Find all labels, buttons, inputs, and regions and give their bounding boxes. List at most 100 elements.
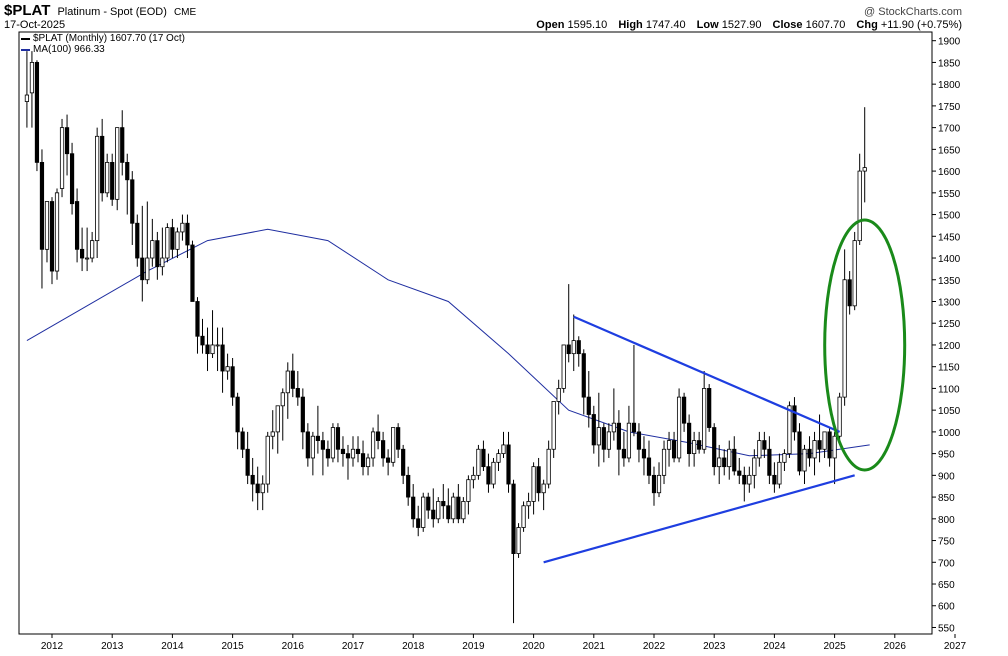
close-value: 1607.70	[805, 19, 846, 31]
candle-up	[350, 448, 356, 459]
candle-up	[365, 457, 371, 468]
candle-down	[591, 414, 596, 446]
candle-up	[466, 479, 471, 502]
candle-up	[471, 474, 476, 481]
candle-down	[687, 422, 692, 455]
candle-down	[566, 344, 571, 355]
candle-up	[857, 170, 862, 242]
candle-down	[345, 453, 351, 459]
candle-up	[747, 474, 752, 485]
candle-down	[401, 448, 406, 476]
candle-down	[305, 431, 310, 459]
candle-down	[646, 457, 652, 476]
candle-up	[95, 135, 100, 242]
candle-down	[185, 222, 190, 246]
candle-up	[596, 427, 601, 446]
x-tick-label: 2012	[41, 641, 64, 652]
candle-down	[380, 440, 386, 459]
candle-up	[260, 483, 265, 494]
candle-up	[115, 127, 120, 200]
y-tick-label: 1200	[938, 341, 961, 352]
candle-down	[767, 448, 772, 476]
candle-down	[792, 405, 797, 433]
candle-down	[536, 466, 541, 494]
candle-up	[717, 457, 722, 468]
candle-up	[476, 448, 481, 476]
candle-down	[737, 470, 742, 476]
highlight-ellipse	[823, 218, 907, 472]
change-label: Chg	[856, 19, 878, 31]
candle-up	[757, 440, 762, 459]
legend-label-ma: MA(100) 966.33	[33, 44, 105, 55]
y-tick-label: 1050	[938, 406, 961, 417]
legend-swatch-price	[21, 37, 30, 40]
candle-down	[315, 435, 320, 441]
y-tick-label: 1300	[938, 297, 961, 308]
candle-up	[165, 227, 170, 259]
open-label: Open	[536, 19, 565, 31]
candle-down	[69, 153, 75, 205]
candle-down	[295, 388, 300, 398]
candle-down	[847, 279, 852, 307]
candle-down	[255, 483, 260, 494]
symbol-label: $PLAT	[4, 2, 51, 19]
x-tick-label: 2020	[522, 641, 545, 652]
candle-up	[571, 340, 576, 355]
candle-down	[431, 509, 436, 520]
candle-down	[325, 448, 331, 459]
candle-down	[34, 62, 40, 163]
y-tick-label: 1350	[938, 276, 961, 287]
y-tick-label: 1850	[938, 58, 961, 69]
candle-down	[320, 440, 326, 450]
candle-up	[451, 496, 456, 520]
candle-down	[722, 457, 727, 468]
trendline	[573, 315, 841, 433]
candle-up	[150, 240, 155, 259]
low-value: 1527.90	[721, 19, 762, 31]
y-tick-label: 1500	[938, 211, 961, 222]
candle-up	[526, 501, 531, 507]
candle-down	[511, 483, 516, 554]
y-tick-label: 1400	[938, 254, 961, 265]
y-tick-label: 1800	[938, 80, 961, 91]
candle-up	[461, 501, 466, 520]
candle-up	[812, 440, 817, 459]
candle-up	[421, 496, 426, 528]
candle-down	[205, 344, 210, 355]
candle-up	[105, 161, 110, 194]
candle-down	[125, 161, 130, 181]
candle-down	[100, 135, 105, 194]
candle-down	[396, 427, 401, 450]
candle-down	[576, 340, 581, 355]
candle-down	[817, 440, 822, 450]
candle-down	[631, 422, 637, 433]
candle-up	[656, 474, 662, 494]
candle-down	[340, 448, 346, 455]
y-tick-label: 800	[938, 515, 955, 526]
y-tick-label: 850	[938, 493, 955, 504]
candle-down	[39, 161, 45, 250]
candle-down	[360, 453, 366, 468]
y-tick-label: 1550	[938, 189, 961, 200]
candle-up	[692, 440, 697, 455]
legend: $PLAT (Monthly) 1607.70 (17 Oct) MA(100)…	[21, 33, 185, 55]
legend-label-price: $PLAT (Monthly) 1607.70 (17 Oct)	[33, 33, 185, 44]
candle-down	[486, 466, 491, 485]
candle-up	[787, 405, 792, 455]
candle-down	[411, 496, 416, 520]
ohlc-readout: Open 1595.10 High 1747.40 Low 1527.90 Cl…	[528, 19, 962, 31]
y-tick-label: 900	[938, 471, 955, 482]
y-tick-label: 1700	[938, 124, 961, 135]
candle-down	[49, 201, 55, 272]
candle-down	[135, 222, 140, 259]
candle-up	[802, 448, 807, 472]
x-tick-label: 2026	[884, 641, 907, 652]
candle-down	[240, 431, 245, 450]
candle-up	[54, 192, 60, 272]
legend-swatch-ma	[21, 48, 30, 51]
candle-down	[200, 335, 205, 346]
x-tick-label: 2015	[221, 641, 244, 652]
candle-down	[446, 505, 451, 520]
candle-down	[375, 431, 381, 441]
